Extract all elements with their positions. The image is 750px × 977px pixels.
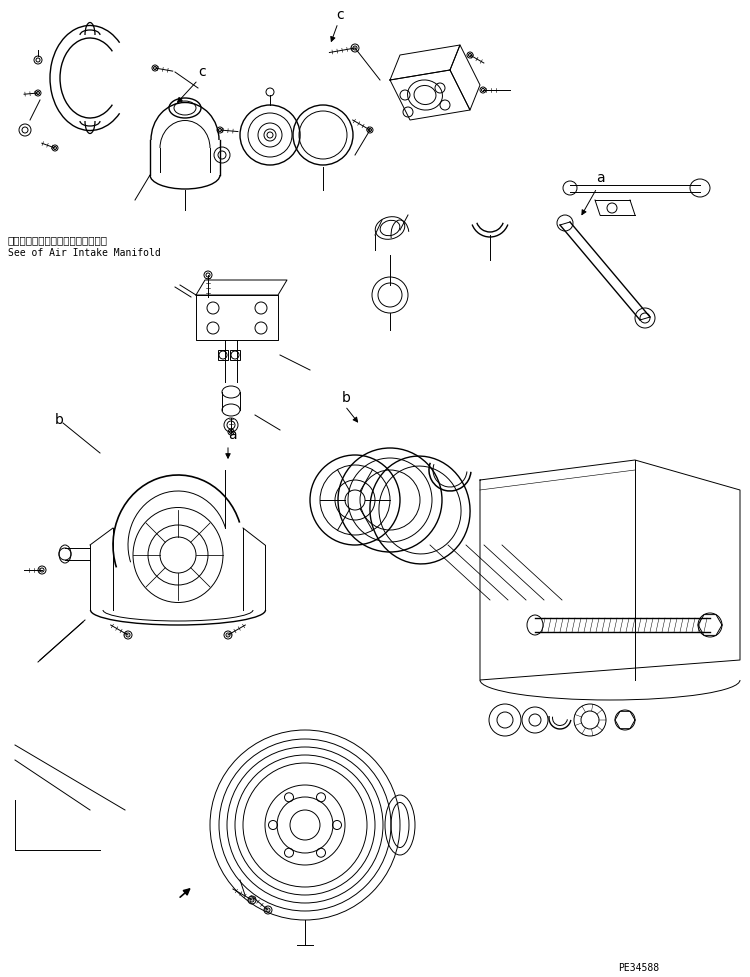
- Text: a: a: [228, 428, 237, 442]
- Text: エアーインテークマニホールド参照: エアーインテークマニホールド参照: [8, 235, 108, 245]
- Text: PE34588: PE34588: [618, 963, 659, 973]
- Text: c: c: [336, 8, 344, 22]
- Text: b: b: [342, 391, 351, 405]
- Bar: [230, 350, 240, 360]
- Bar: [218, 350, 228, 360]
- Text: See of Air Intake Manifold: See of Air Intake Manifold: [8, 248, 160, 258]
- Text: b: b: [55, 413, 64, 427]
- Text: a: a: [596, 171, 604, 185]
- Text: c: c: [198, 65, 206, 79]
